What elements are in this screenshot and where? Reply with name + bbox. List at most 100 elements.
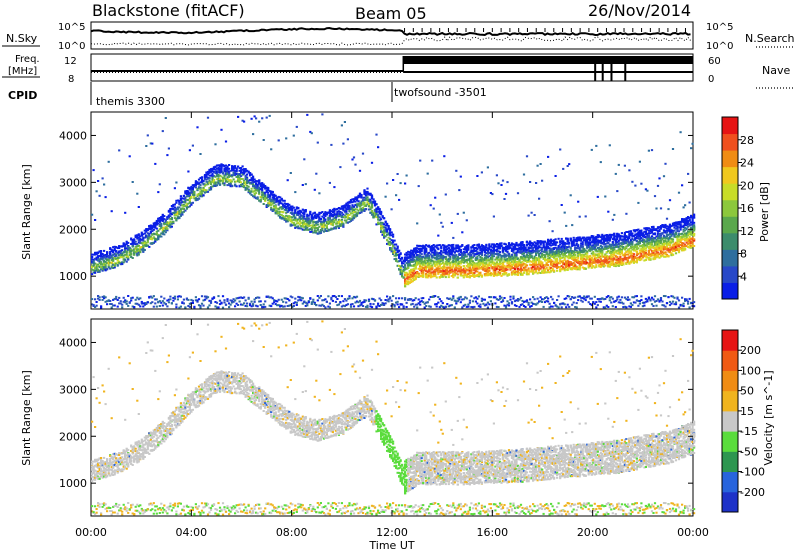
power-cell xyxy=(488,303,490,305)
power-cell xyxy=(123,261,125,263)
power-cell xyxy=(263,203,265,205)
power-cell xyxy=(434,295,436,297)
power-cell xyxy=(282,301,284,303)
power-cell xyxy=(192,300,194,302)
power-cell xyxy=(272,191,274,193)
power-cell xyxy=(505,272,507,274)
power-cell xyxy=(511,303,513,305)
power-cell xyxy=(305,211,307,213)
power-cell xyxy=(430,204,432,206)
power-cell xyxy=(488,267,490,269)
power-cell xyxy=(395,194,397,196)
power-cell xyxy=(162,220,164,222)
power-cell xyxy=(285,302,287,304)
power-cell xyxy=(220,302,222,304)
power-cell xyxy=(291,210,293,212)
power-cell xyxy=(348,297,350,299)
power-cell xyxy=(284,200,286,202)
power-cell xyxy=(207,306,209,308)
power-cell xyxy=(178,206,180,208)
power-cell xyxy=(178,217,180,219)
power-cell xyxy=(162,305,164,307)
power-cell xyxy=(363,202,365,204)
power-cell xyxy=(452,297,454,299)
power-cell xyxy=(503,297,505,299)
power-cell xyxy=(114,305,116,307)
power-cell xyxy=(132,257,134,259)
power-cell xyxy=(239,301,241,303)
power-cell xyxy=(260,199,262,201)
power-cell xyxy=(386,183,388,185)
power-cell xyxy=(156,228,158,230)
power-cell xyxy=(264,306,266,308)
power-cell xyxy=(323,226,325,228)
power-cell xyxy=(115,255,117,257)
power-cell xyxy=(199,305,201,307)
power-cell xyxy=(138,206,140,208)
power-cell xyxy=(132,181,134,183)
power-cell xyxy=(246,303,248,305)
power-cell xyxy=(168,148,170,150)
power-cell xyxy=(228,172,230,174)
power-cell xyxy=(431,267,433,269)
power-cell xyxy=(395,297,397,299)
freq-data-lines xyxy=(91,56,693,81)
power-cell xyxy=(306,304,308,306)
power-cell xyxy=(297,207,299,209)
power-cell xyxy=(236,168,238,170)
power-cell xyxy=(460,296,462,298)
nsky-tick-bottom: 10^0 xyxy=(58,41,85,52)
power-cell xyxy=(169,298,171,300)
power-cell xyxy=(371,162,373,164)
power-cell xyxy=(395,244,397,246)
power-cell xyxy=(404,285,406,287)
power-cell xyxy=(270,148,272,150)
power-cell xyxy=(351,159,353,161)
power-cell xyxy=(466,251,468,253)
power-cell xyxy=(341,295,343,297)
power-cell xyxy=(226,298,228,300)
power-cell xyxy=(345,300,347,302)
power-cell xyxy=(467,244,469,246)
power-cell xyxy=(385,221,387,223)
power-cell xyxy=(258,121,260,123)
power-cell xyxy=(223,302,225,304)
power-cell xyxy=(99,299,101,301)
power-cell xyxy=(246,174,248,176)
power-cell xyxy=(190,204,192,206)
power-cell xyxy=(189,306,191,308)
power-cell xyxy=(121,304,123,306)
power-cell xyxy=(198,298,200,300)
power-cell xyxy=(127,305,129,307)
power-cell xyxy=(99,296,101,298)
power-cell xyxy=(172,221,174,223)
power-cell xyxy=(171,303,173,305)
power-cell xyxy=(165,117,167,119)
power-cell xyxy=(481,275,483,277)
power-cell xyxy=(366,188,368,190)
power-cell xyxy=(369,303,371,305)
power-cell xyxy=(455,303,457,305)
power-cell xyxy=(391,208,393,210)
power-cell xyxy=(403,307,405,309)
power-cell xyxy=(93,304,95,306)
power-cell xyxy=(193,194,195,196)
power-cell xyxy=(296,304,298,306)
power-cell xyxy=(94,219,96,221)
power-cell xyxy=(163,233,165,235)
power-cell xyxy=(94,272,96,274)
power-cell xyxy=(452,266,454,268)
power-cell xyxy=(329,306,331,308)
power-cell xyxy=(397,301,399,303)
power-cell xyxy=(243,302,245,304)
power-cell xyxy=(333,186,335,188)
power-cell xyxy=(383,233,385,235)
power-cell xyxy=(487,307,489,309)
power-cell xyxy=(342,300,344,302)
power-cell xyxy=(386,239,388,241)
station-title: Blackstone (fitACF) xyxy=(92,1,245,20)
power-cell xyxy=(464,304,466,306)
power-cell xyxy=(220,129,222,131)
power-cell xyxy=(216,302,218,304)
power-cell xyxy=(445,194,447,196)
